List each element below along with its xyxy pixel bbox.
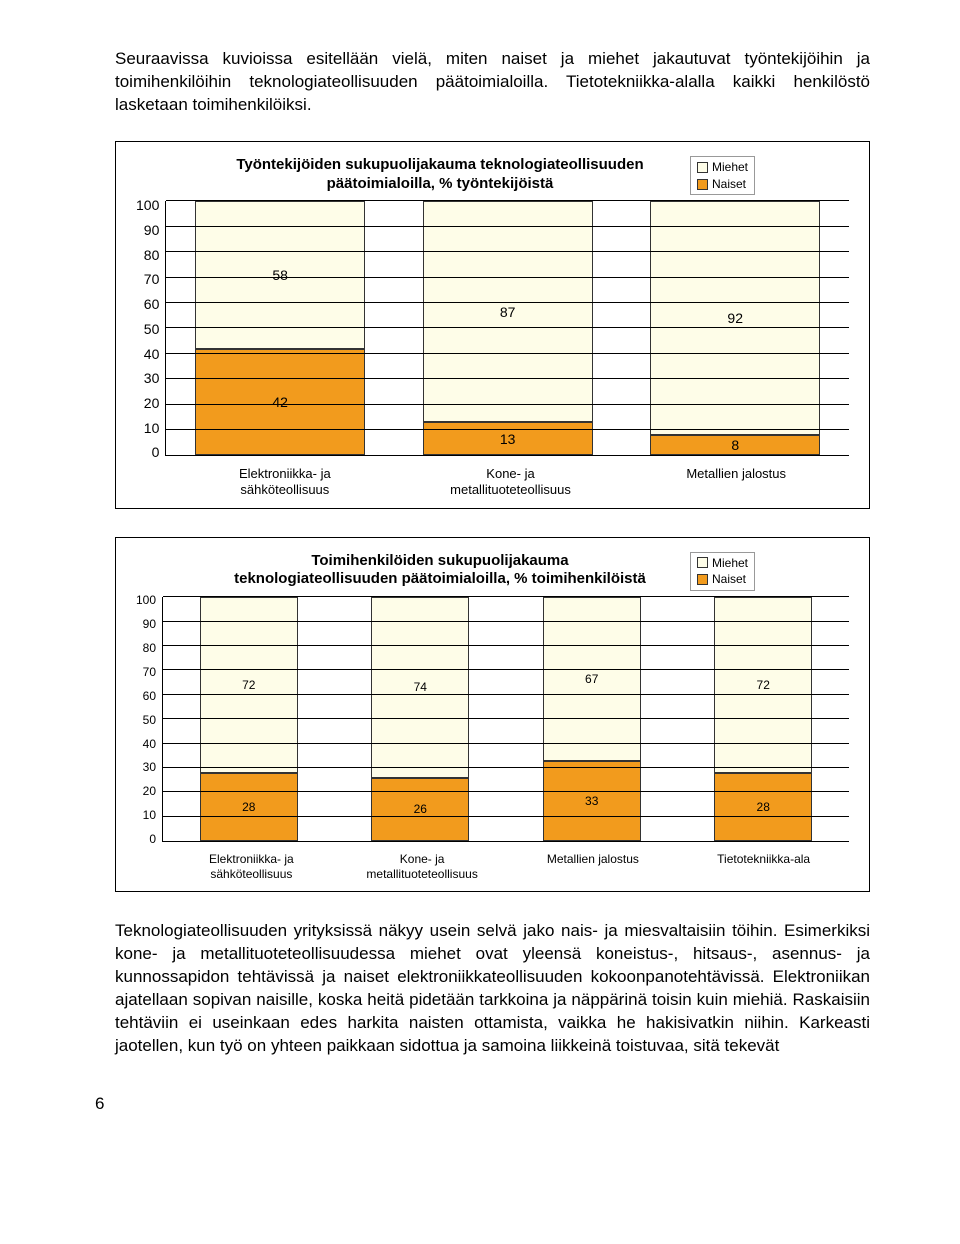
bar-stack: 7228 xyxy=(714,597,812,841)
y-tick: 50 xyxy=(143,713,156,727)
gridline xyxy=(163,694,849,695)
gridline xyxy=(163,669,849,670)
gridline xyxy=(163,791,849,792)
y-tick: 30 xyxy=(144,370,160,386)
gridline xyxy=(163,621,849,622)
chart2-x-axis: Elektroniikka- jasähköteollisuusKone- ja… xyxy=(166,852,849,881)
y-tick: 0 xyxy=(149,832,156,846)
gridline xyxy=(166,429,849,430)
legend-label-miehet: Miehet xyxy=(712,555,748,572)
legend-swatch-miehet xyxy=(697,162,708,173)
bar-stack: 7426 xyxy=(371,597,469,841)
x-tick-label: Metallien jalostus xyxy=(508,852,679,881)
x-tick-label: Metallien jalostus xyxy=(623,466,849,497)
x-tick-label: Tietotekniikka-ala xyxy=(678,852,849,881)
bar-segment-miehet: 74 xyxy=(371,597,469,778)
y-tick: 90 xyxy=(144,222,160,238)
bar-segment-miehet: 67 xyxy=(543,597,641,760)
chart2-title: Toimihenkilöiden sukupuolijakauma teknol… xyxy=(230,552,650,590)
y-tick: 40 xyxy=(143,737,156,751)
gridline xyxy=(166,404,849,405)
bar-stack: 8713 xyxy=(423,201,593,455)
y-tick: 30 xyxy=(143,760,156,774)
bar-segment-naiset: 28 xyxy=(714,773,812,841)
x-tick-label: Elektroniikka- jasähköteollisuus xyxy=(172,466,398,497)
legend-swatch-naiset xyxy=(697,179,708,190)
y-tick: 70 xyxy=(144,271,160,287)
x-tick-label: Kone- jametallituoteteollisuus xyxy=(398,466,624,497)
gridline xyxy=(166,327,849,328)
bar-segment-miehet: 92 xyxy=(650,201,820,435)
x-tick-label: Kone- jametallituoteteollisuus xyxy=(337,852,508,881)
bar-segment-miehet: 72 xyxy=(200,597,298,773)
gridline xyxy=(163,767,849,768)
gridline xyxy=(163,645,849,646)
gridline xyxy=(166,277,849,278)
bar-segment-naiset: 8 xyxy=(650,435,820,455)
bar-segment-naiset: 42 xyxy=(195,349,365,456)
bar-segment-naiset: 33 xyxy=(543,761,641,842)
y-tick: 40 xyxy=(144,346,160,362)
legend-swatch-naiset xyxy=(697,574,708,585)
body-paragraph: Teknologiateollisuuden yrityksissä näkyy… xyxy=(115,920,870,1058)
x-tick-label: Elektroniikka- jasähköteollisuus xyxy=(166,852,337,881)
bar-segment-miehet: 72 xyxy=(714,597,812,773)
chart-workers: Työntekijöiden sukupuolijakauma teknolog… xyxy=(115,141,870,509)
y-tick: 60 xyxy=(143,689,156,703)
bar-stack: 7228 xyxy=(200,597,298,841)
legend-label-naiset: Naiset xyxy=(712,176,746,193)
chart2-legend: Miehet Naiset xyxy=(690,552,755,592)
chart2-plot-area: 7228742667337228 xyxy=(162,597,849,842)
y-tick: 50 xyxy=(144,321,160,337)
y-tick: 20 xyxy=(144,395,160,411)
y-tick: 100 xyxy=(136,197,159,213)
bar-segment-naiset: 13 xyxy=(423,422,593,455)
legend-label-miehet: Miehet xyxy=(712,159,748,176)
bar-segment-miehet: 87 xyxy=(423,201,593,422)
legend-label-naiset: Naiset xyxy=(712,571,746,588)
gridline xyxy=(163,743,849,744)
gridline xyxy=(166,200,849,201)
page-number: 6 xyxy=(95,1094,870,1114)
y-tick: 10 xyxy=(143,808,156,822)
bar-segment-naiset: 26 xyxy=(371,778,469,841)
gridline xyxy=(166,378,849,379)
gridline xyxy=(166,353,849,354)
gridline xyxy=(166,226,849,227)
chart1-y-axis: 1009080706050403020100 xyxy=(136,197,165,460)
y-tick: 10 xyxy=(144,420,160,436)
y-tick: 100 xyxy=(136,593,156,607)
chart1-legend: Miehet Naiset xyxy=(690,156,755,196)
chart1-title: Työntekijöiden sukupuolijakauma teknolog… xyxy=(230,156,650,194)
chart1-plot-area: 5842 8713 928 xyxy=(165,201,849,456)
chart2-y-axis: 1009080706050403020100 xyxy=(136,593,162,846)
chart-salaried: Toimihenkilöiden sukupuolijakauma teknol… xyxy=(115,537,870,892)
bar-segment-naiset: 28 xyxy=(200,773,298,841)
y-tick: 80 xyxy=(143,641,156,655)
gridline xyxy=(166,251,849,252)
gridline xyxy=(166,302,849,303)
y-tick: 20 xyxy=(143,784,156,798)
chart1-x-axis: Elektroniikka- jasähköteollisuusKone- ja… xyxy=(172,466,849,497)
intro-paragraph: Seuraavissa kuvioissa esitellään vielä, … xyxy=(115,48,870,117)
gridline xyxy=(163,816,849,817)
bar-stack: 5842 xyxy=(195,201,365,455)
y-tick: 90 xyxy=(143,617,156,631)
y-tick: 0 xyxy=(152,444,160,460)
gridline xyxy=(163,596,849,597)
y-tick: 70 xyxy=(143,665,156,679)
bar-stack: 6733 xyxy=(543,597,641,841)
gridline xyxy=(163,718,849,719)
y-tick: 80 xyxy=(144,247,160,263)
y-tick: 60 xyxy=(144,296,160,312)
bar-stack: 928 xyxy=(650,201,820,455)
legend-swatch-miehet xyxy=(697,557,708,568)
